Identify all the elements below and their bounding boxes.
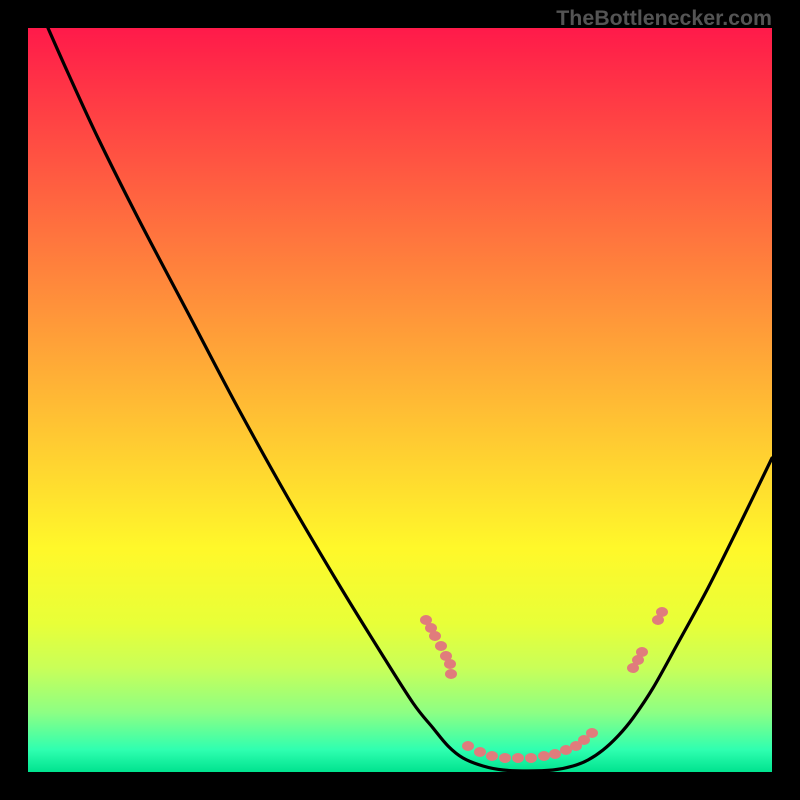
chart-svg-layer (28, 28, 772, 772)
data-marker (435, 641, 447, 651)
data-marker (512, 753, 524, 763)
data-marker (499, 753, 511, 763)
bottleneck-curve (48, 28, 772, 771)
data-marker (656, 607, 668, 617)
data-marker (474, 747, 486, 757)
data-marker (444, 659, 456, 669)
data-marker (636, 647, 648, 657)
data-marker (429, 631, 441, 641)
data-marker (586, 728, 598, 738)
data-marker (445, 669, 457, 679)
marker-group (420, 607, 668, 763)
data-marker (538, 751, 550, 761)
plot-area (28, 28, 772, 772)
data-marker (525, 753, 537, 763)
outer-frame: TheBottlenecker.com (0, 0, 800, 800)
data-marker (549, 749, 561, 759)
data-marker (462, 741, 474, 751)
data-marker (486, 751, 498, 761)
